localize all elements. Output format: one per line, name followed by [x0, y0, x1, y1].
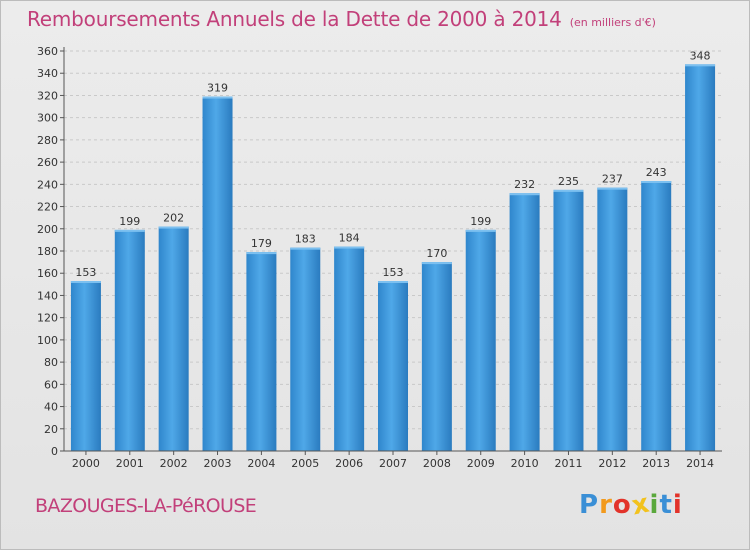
y-tick-label: 260 [37, 156, 58, 169]
data-label: 235 [558, 175, 579, 188]
chart-title: Remboursements Annuels de la Dette de 20… [27, 7, 656, 31]
bar-highlight [509, 193, 540, 196]
data-label: 153 [383, 266, 404, 279]
y-tick-label: 220 [37, 201, 58, 214]
y-tick-label: 240 [37, 178, 58, 191]
bar-2013 [641, 181, 672, 451]
bar-highlight [334, 246, 365, 249]
bar-highlight [465, 229, 496, 232]
bar-highlight [378, 281, 408, 283]
data-label: 232 [514, 178, 535, 191]
y-tick-label: 120 [37, 312, 58, 325]
y-tick-label: 340 [37, 67, 58, 80]
x-tick-label: 2003 [204, 457, 232, 470]
data-label: 179 [251, 237, 272, 250]
y-tick-label: 100 [37, 334, 58, 347]
x-tick-label: 2002 [160, 457, 188, 470]
y-tick-label: 280 [37, 134, 58, 147]
x-tick-label: 2014 [686, 457, 714, 470]
x-axis: 2000 2001 2002 2003 2004 2005 2006 2007 2008 2009… [64, 450, 722, 470]
bar-highlight [421, 262, 452, 265]
bar-highlight [553, 189, 584, 192]
x-tick-label: 2008 [423, 457, 451, 470]
bar-highlight [158, 226, 189, 229]
bars: 153 199 202 319 179 183 184 153 170 199 232 235 237 2… [70, 49, 716, 452]
y-tick-label: 60 [44, 378, 58, 391]
y-tick-label: 320 [37, 89, 58, 102]
y-tick-label: 80 [44, 356, 58, 369]
bar-2014 [685, 64, 716, 452]
y-axis: 0 20 40 60 80 100 120 140 160 180 200 220 240 260 280 3… [37, 45, 65, 458]
bar-2004 [246, 252, 277, 451]
y-tick-label: 200 [37, 223, 58, 236]
logo-letter: P [579, 490, 600, 520]
bar-highlight [685, 64, 716, 67]
bar-2006 [334, 246, 365, 451]
bar-highlight [246, 252, 277, 255]
data-label: 243 [646, 166, 667, 179]
bar-highlight [597, 187, 628, 190]
x-tick-label: 2004 [247, 457, 275, 470]
bar-highlight [290, 247, 321, 250]
x-tick-label: 2005 [291, 457, 319, 470]
data-label: 202 [163, 212, 184, 225]
bar-highlight [114, 229, 145, 232]
logo-letter: i [649, 490, 660, 520]
x-tick-label: 2001 [116, 457, 144, 470]
data-label: 199 [470, 215, 491, 228]
logo-letter: t [659, 490, 673, 520]
data-label: 170 [426, 247, 447, 260]
data-label: 319 [207, 82, 228, 95]
data-label: 184 [339, 232, 360, 245]
y-tick-label: 40 [44, 401, 58, 414]
y-tick-label: 140 [37, 289, 58, 302]
y-tick-label: 360 [37, 45, 58, 58]
y-tick-label: 0 [51, 445, 58, 458]
y-tick-label: 300 [37, 112, 58, 125]
bar-highlight [70, 281, 101, 283]
y-tick-label: 180 [37, 245, 58, 258]
bar-2005 [290, 247, 321, 451]
x-tick-label: 2007 [379, 457, 407, 470]
x-tick-label: 2006 [335, 457, 363, 470]
x-tick-label: 2012 [598, 457, 626, 470]
x-tick-label: 2009 [467, 457, 495, 470]
data-label: 153 [75, 266, 96, 279]
x-tick-label: 2011 [554, 457, 582, 470]
bar-2011 [553, 189, 584, 451]
logo-letter: o [612, 490, 632, 520]
data-label: 183 [295, 233, 316, 246]
x-tick-label: 2010 [511, 457, 539, 470]
bar-2007 [378, 281, 408, 451]
chart-title-text: Remboursements Annuels de la Dette de 20… [27, 7, 562, 31]
bar-2012 [597, 187, 628, 451]
data-label: 199 [119, 215, 140, 228]
bar-2001 [114, 229, 145, 451]
logo-letter: i [672, 490, 683, 520]
bar-2008 [421, 262, 452, 451]
bar-2003 [202, 96, 233, 452]
x-tick-label: 2013 [642, 457, 670, 470]
logo-letter: r [599, 490, 613, 520]
bar-2002 [158, 226, 189, 451]
bar-2010 [509, 193, 540, 451]
commune-name: BAZOUGES-LA-PéROUSE [35, 495, 257, 517]
data-label: 348 [690, 49, 711, 62]
data-label: 237 [602, 173, 623, 186]
y-tick-label: 20 [44, 423, 58, 436]
bar-highlight [202, 96, 233, 99]
bar-highlight [641, 181, 672, 183]
bar-2009 [465, 229, 496, 451]
proxiti-logo: Proxiti [579, 488, 683, 521]
x-tick-label: 2000 [72, 457, 100, 470]
y-tick-label: 160 [37, 267, 58, 280]
chart-unit: (en milliers d'€) [569, 16, 656, 29]
bar-2000 [70, 281, 101, 451]
